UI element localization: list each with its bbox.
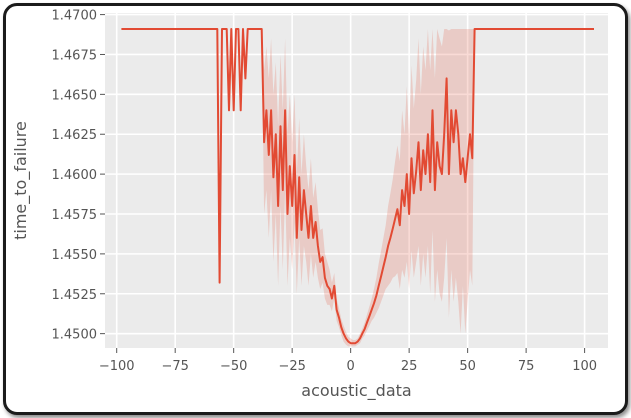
x-tick-label: 75 bbox=[518, 359, 535, 374]
y-tick-label: 1.4600 bbox=[52, 168, 98, 183]
x-axis-ticks: −100 −75 −50 −25 0 25 50 75 100 bbox=[99, 348, 597, 374]
x-tick-label: −50 bbox=[220, 359, 247, 374]
x-tick-label: −25 bbox=[278, 359, 305, 374]
y-axis-ticks: 1.4500 1.4525 1.4550 1.4575 1.4600 1.4625 1.46… bbox=[52, 9, 105, 343]
y-tick-label: 1.4525 bbox=[52, 288, 98, 303]
x-tick-label: 100 bbox=[572, 359, 597, 374]
y-tick-label: 1.4650 bbox=[52, 88, 98, 103]
grid-lines bbox=[105, 13, 608, 348]
plot-area bbox=[105, 13, 608, 348]
x-tick-label: −75 bbox=[161, 359, 188, 374]
x-tick-label: 50 bbox=[459, 359, 476, 374]
y-tick-label: 1.4550 bbox=[52, 248, 98, 263]
x-tick-label: 0 bbox=[347, 359, 355, 374]
x-tick-label: −100 bbox=[99, 359, 135, 374]
y-tick-label: 1.4575 bbox=[52, 208, 98, 223]
series-line bbox=[121, 28, 594, 345]
x-axis-label: acoustic_data bbox=[301, 381, 411, 401]
x-tick-label: 25 bbox=[401, 359, 418, 374]
y-tick-label: 1.4625 bbox=[52, 128, 98, 143]
y-tick-label: 1.4500 bbox=[52, 328, 98, 343]
y-axis-label: time_to_failure bbox=[11, 121, 31, 240]
y-tick-label: 1.4700 bbox=[52, 9, 98, 24]
y-tick-label: 1.4675 bbox=[52, 48, 98, 63]
